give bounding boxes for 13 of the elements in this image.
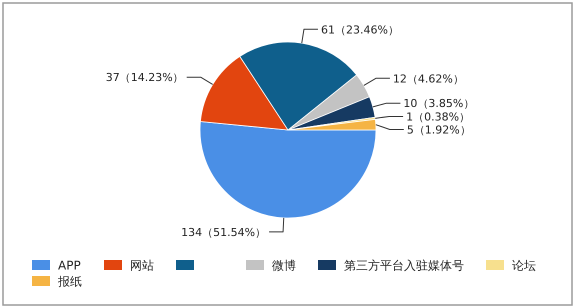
data-label: 37（14.23%） [106,71,184,84]
legend-label: 论坛 [512,258,536,272]
data-label: 10（3.85%） [403,97,474,110]
data-label: 12（4.62%） [392,72,464,86]
legend-label: 网站 [130,258,154,272]
legend-label: 报纸 [57,274,82,288]
legend-label: APP [58,258,81,272]
legend-label: 微博 [272,258,296,272]
legend-label: 第三方平台入驻媒体号 [344,258,464,272]
data-label: 134（51.54%） [181,226,266,239]
data-label: 5（1.92%） [406,123,471,136]
data-label: 1（0.38%） [406,110,470,124]
data-label: 61（23.46%） [320,23,399,36]
